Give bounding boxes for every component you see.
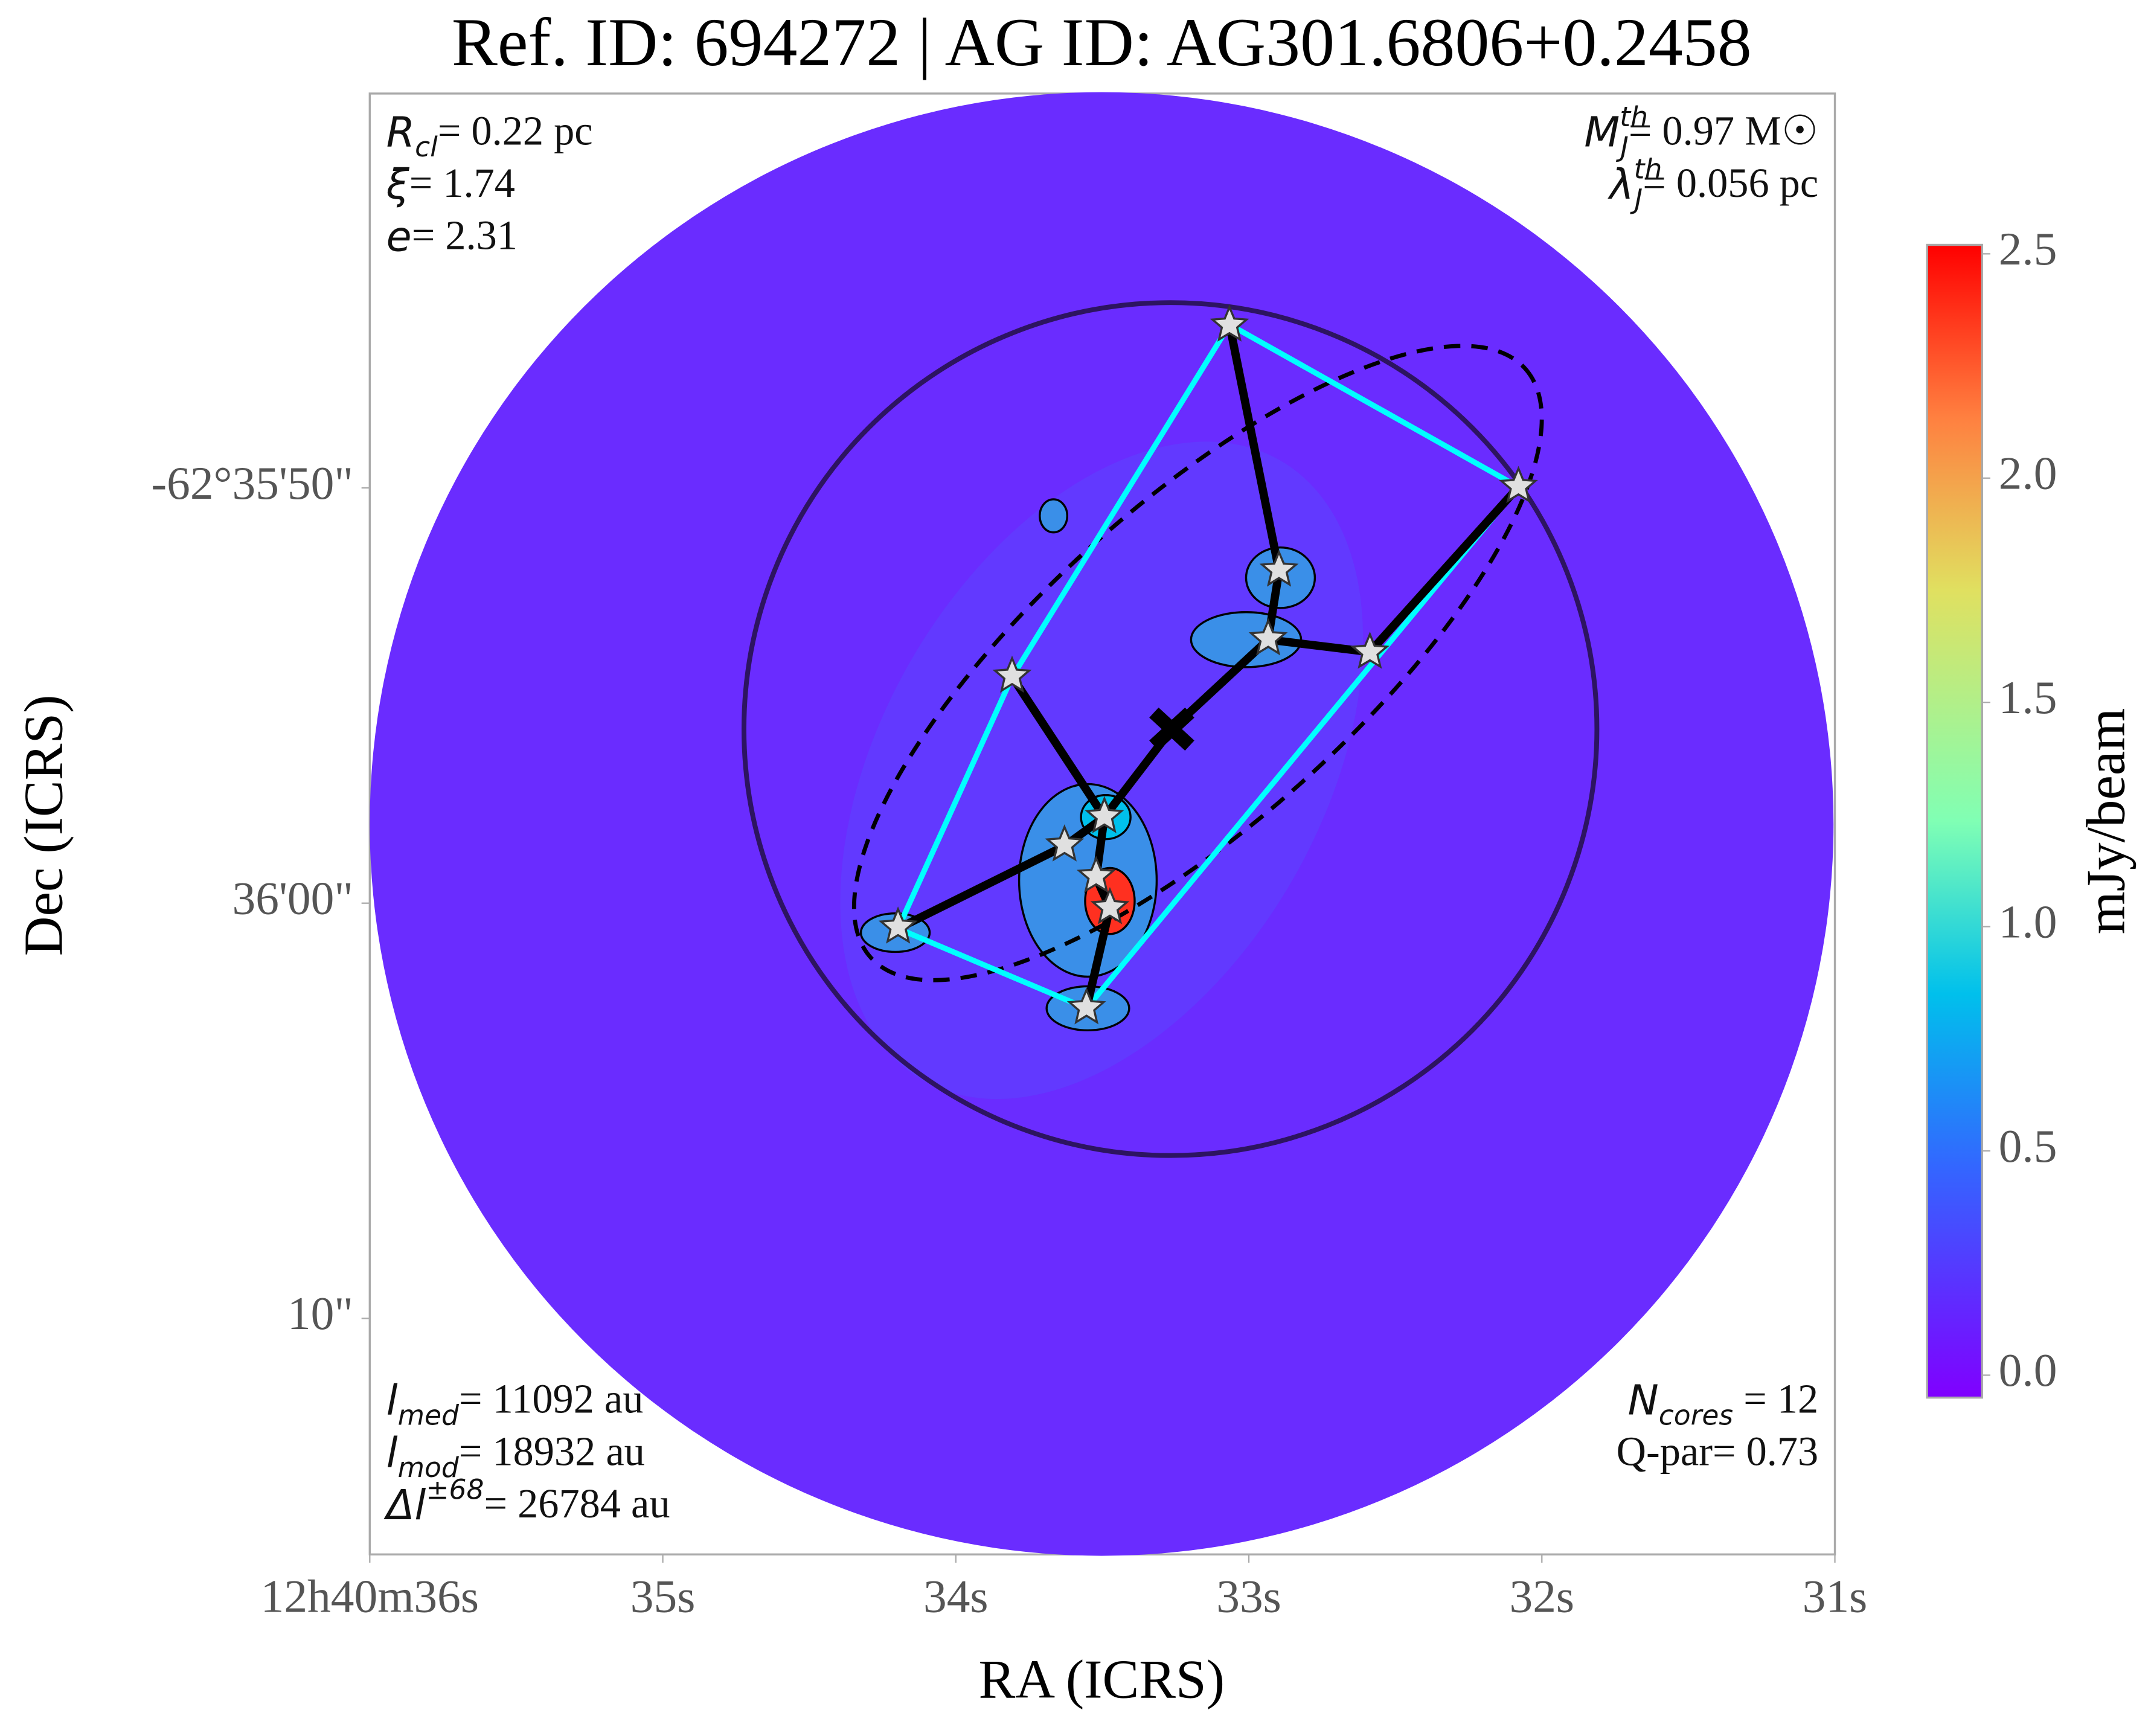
core bbox=[1045, 824, 1085, 862]
core bbox=[878, 906, 918, 944]
annotation-text: = 0.22 pc bbox=[438, 107, 593, 153]
annotation-text: = 12 bbox=[1733, 1376, 1818, 1421]
annotation: Rcl= 0.22 pc bbox=[386, 107, 593, 163]
annotation-symbol: Δl bbox=[383, 1481, 426, 1529]
annotation-text: = 2.31 bbox=[412, 212, 518, 258]
convex-hull bbox=[894, 322, 1523, 1012]
centroid bbox=[1149, 707, 1194, 751]
core bbox=[1248, 618, 1288, 656]
y-tick-label: 10" bbox=[287, 1287, 353, 1339]
y-axis-label: Dec (ICRS) bbox=[13, 695, 74, 956]
annotation-sup: ±68 bbox=[426, 1473, 484, 1505]
y-tick-label: 36'00" bbox=[232, 872, 353, 924]
cluster-circle bbox=[741, 300, 1600, 1158]
annotation-symbol: M bbox=[1584, 109, 1620, 156]
chart-title: Ref. ID: 694272 | AG ID: AG301.6806+0.24… bbox=[452, 4, 1752, 80]
annotation-text: = 11092 au bbox=[459, 1376, 643, 1421]
core bbox=[992, 655, 1032, 693]
colorbar-tick-label: 2.0 bbox=[1999, 447, 2057, 499]
annotation-symbol: e bbox=[386, 213, 412, 261]
annotation-sub: cl bbox=[415, 131, 438, 163]
x-tick-label: 12h40m36s bbox=[261, 1571, 479, 1622]
annotation: Ncores = 12 bbox=[1628, 1376, 1819, 1431]
annotation-text: = 26784 au bbox=[484, 1481, 670, 1526]
annotation: Q-par= 0.73 bbox=[1617, 1428, 1819, 1474]
core bbox=[1090, 887, 1130, 924]
core bbox=[1259, 549, 1299, 587]
colorbar-tick-label: 0.0 bbox=[1999, 1344, 2057, 1396]
annotation-symbol: ξ bbox=[386, 161, 410, 208]
x-tick-label: 32s bbox=[1509, 1571, 1574, 1622]
annotation-sub: med bbox=[398, 1399, 460, 1431]
annotation-text: = 0.97 M☉ bbox=[1629, 107, 1818, 153]
x-tick-label: 35s bbox=[630, 1571, 696, 1622]
core bbox=[1210, 304, 1249, 342]
annotation-sub: mod bbox=[398, 1452, 460, 1484]
core bbox=[1499, 466, 1538, 504]
colorbar-label: mJy/beam bbox=[2075, 708, 2136, 934]
annotation-symbol: N bbox=[1628, 1377, 1659, 1424]
x-tick-label: 33s bbox=[1216, 1571, 1281, 1622]
annotation: lmed= 11092 au bbox=[386, 1376, 644, 1431]
core bbox=[1085, 796, 1124, 833]
annotation-symbol: l bbox=[386, 1429, 398, 1477]
annotation: ξ= 1.74 bbox=[386, 160, 515, 209]
annotation: Mth J= 0.97 M☉ bbox=[1584, 100, 1818, 162]
x-axis-label: RA (ICRS) bbox=[979, 1649, 1225, 1710]
core bbox=[1066, 987, 1106, 1025]
x-tick-label: 31s bbox=[1803, 1571, 1868, 1622]
core bbox=[1350, 631, 1390, 669]
annotation-sup: th bbox=[1620, 100, 1648, 132]
annotation-text: = 1.74 bbox=[409, 160, 515, 206]
annotation: λth J= 0.056 pc bbox=[1608, 153, 1818, 215]
annotation-symbol: λ bbox=[1608, 161, 1633, 208]
colorbar-tick-label: 0.5 bbox=[1999, 1120, 2057, 1172]
y-tick-label: -62°35'50" bbox=[151, 457, 353, 509]
annotation-text: = 0.056 pc bbox=[1643, 160, 1818, 206]
annotation-sub: cores bbox=[1659, 1399, 1733, 1431]
annotation-sup: th bbox=[1634, 153, 1662, 185]
colorbar bbox=[1926, 243, 1983, 1399]
annotation: e= 2.31 bbox=[386, 212, 518, 261]
annotation-text: Q-par= 0.73 bbox=[1617, 1428, 1819, 1474]
annotation: lmod= 18932 au bbox=[386, 1428, 645, 1484]
colorbar-tick-label: 1.0 bbox=[1999, 895, 2057, 947]
colorbar-tick-label: 1.5 bbox=[1999, 671, 2057, 723]
annotation: Δl±68= 26784 au bbox=[383, 1473, 670, 1529]
colorbar-tick-label: 2.5 bbox=[1999, 223, 2057, 275]
annotation-text: = 18932 au bbox=[459, 1428, 645, 1474]
x-tick-label: 34s bbox=[923, 1571, 989, 1622]
core bbox=[1076, 856, 1116, 893]
annotation-symbol: l bbox=[386, 1377, 398, 1424]
annotation-symbol: R bbox=[386, 109, 415, 156]
